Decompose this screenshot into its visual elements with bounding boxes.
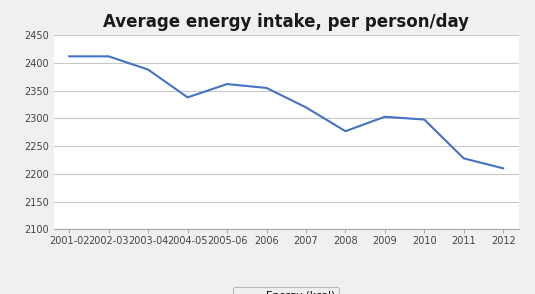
Energy (kcal) <box>381 115 388 118</box>
Energy (kcal) <box>185 96 191 99</box>
Energy (kcal) <box>500 167 507 170</box>
Line: Energy (kcal): Energy (kcal) <box>69 56 503 168</box>
Energy (kcal) <box>66 55 72 58</box>
Energy (kcal) <box>303 106 309 109</box>
Legend: Energy (kcal): Energy (kcal) <box>233 287 340 294</box>
Energy (kcal) <box>224 82 230 86</box>
Energy (kcal) <box>263 86 270 90</box>
Title: Average energy intake, per person/day: Average energy intake, per person/day <box>103 13 469 31</box>
Energy (kcal) <box>105 55 112 58</box>
Energy (kcal) <box>421 118 427 121</box>
Energy (kcal) <box>461 157 467 160</box>
Energy (kcal) <box>145 68 151 71</box>
Energy (kcal) <box>342 129 349 133</box>
